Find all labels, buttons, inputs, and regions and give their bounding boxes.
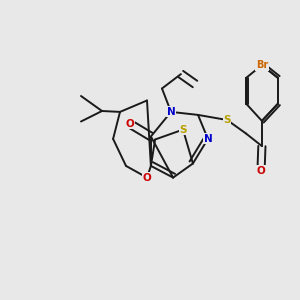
Text: S: S: [179, 124, 187, 135]
Text: S: S: [223, 115, 231, 125]
Text: N: N: [203, 134, 212, 144]
Text: Br: Br: [256, 60, 268, 70]
Text: O: O: [142, 172, 152, 183]
Text: O: O: [256, 166, 266, 176]
Text: N: N: [167, 107, 176, 117]
Text: O: O: [125, 119, 134, 129]
